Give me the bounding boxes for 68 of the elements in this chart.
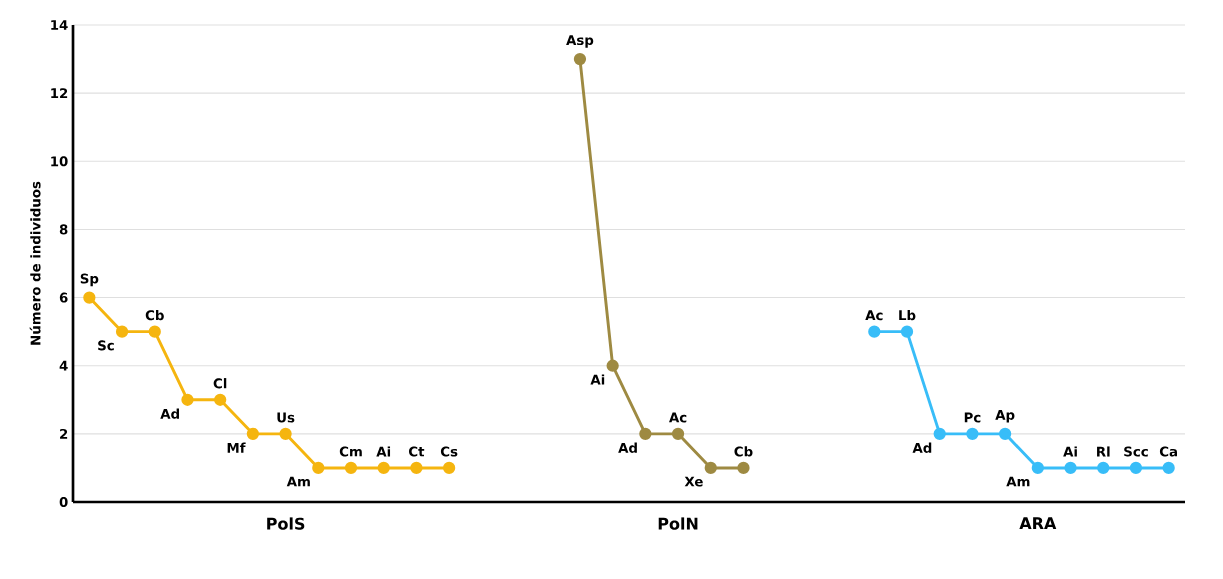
- point: [214, 393, 227, 406]
- point: [737, 461, 750, 475]
- point: [410, 461, 423, 475]
- data-label: Ai: [590, 374, 605, 385]
- data-label: Cm: [339, 446, 362, 457]
- y-tick-label: 12: [51, 88, 68, 99]
- point: [1129, 461, 1143, 475]
- point: [1097, 461, 1110, 475]
- data-label: Ct: [409, 446, 425, 457]
- data-label: Ai: [376, 446, 391, 457]
- point: [279, 427, 292, 440]
- point: [1162, 461, 1175, 475]
- data-label: Scc: [1124, 446, 1148, 457]
- y-tick-label: 14: [51, 20, 68, 30]
- point: [868, 325, 881, 338]
- data-label: Cb: [145, 309, 164, 321]
- data-label: Rl: [1097, 446, 1110, 457]
- y-tick-label: 6: [59, 292, 68, 303]
- x-tick-label: PolN: [658, 517, 698, 530]
- data-label: Am: [1006, 476, 1030, 487]
- data-label: Sp: [80, 273, 99, 287]
- point: [344, 461, 358, 475]
- point: [83, 291, 96, 304]
- point: [900, 325, 914, 338]
- data-label: Cl: [213, 378, 227, 389]
- data-label: Ad: [160, 408, 179, 419]
- y-tick-label: 0: [59, 496, 68, 508]
- data-label: Ca: [1159, 446, 1177, 457]
- x-tick-label: PolS: [267, 517, 305, 530]
- point: [704, 461, 717, 475]
- point: [966, 427, 979, 440]
- point: [442, 461, 456, 475]
- data-label: Am: [286, 476, 310, 487]
- point: [1031, 461, 1044, 475]
- y-tick-label: 2: [60, 428, 68, 439]
- point: [115, 325, 129, 338]
- data-label: Xe: [684, 476, 703, 487]
- point: [639, 427, 652, 440]
- y-tick-label: 10: [51, 156, 68, 167]
- point: [181, 393, 194, 406]
- data-label: Asp: [566, 35, 594, 48]
- y-tick-label: 8: [59, 224, 68, 235]
- y-tick-label: 4: [59, 360, 68, 371]
- data-label: Ap: [995, 409, 1015, 423]
- point: [1064, 461, 1077, 475]
- data-label: Ad: [618, 442, 637, 453]
- point: [148, 325, 161, 338]
- point: [377, 461, 390, 475]
- data-label: Us: [277, 412, 295, 423]
- point: [312, 461, 325, 475]
- data-label: Cs: [440, 446, 458, 457]
- point: [671, 427, 685, 440]
- data-label: Lb: [899, 309, 916, 321]
- point: [998, 427, 1012, 440]
- point: [246, 427, 260, 440]
- data-label: Pc: [964, 412, 981, 423]
- y-axis-title: Número de individuos: [29, 181, 41, 345]
- data-label: Ad: [912, 442, 932, 453]
- point: [933, 427, 946, 440]
- point: [573, 52, 587, 66]
- x-tick-label: ARA: [1019, 517, 1057, 530]
- data-label: Ac: [865, 310, 883, 321]
- data-label: Ai: [1063, 446, 1077, 457]
- data-label: Sc: [98, 340, 114, 351]
- data-label: Mf: [227, 442, 246, 453]
- point: [606, 359, 619, 372]
- data-label: Ac: [669, 412, 687, 423]
- data-label: Cb: [734, 446, 753, 457]
